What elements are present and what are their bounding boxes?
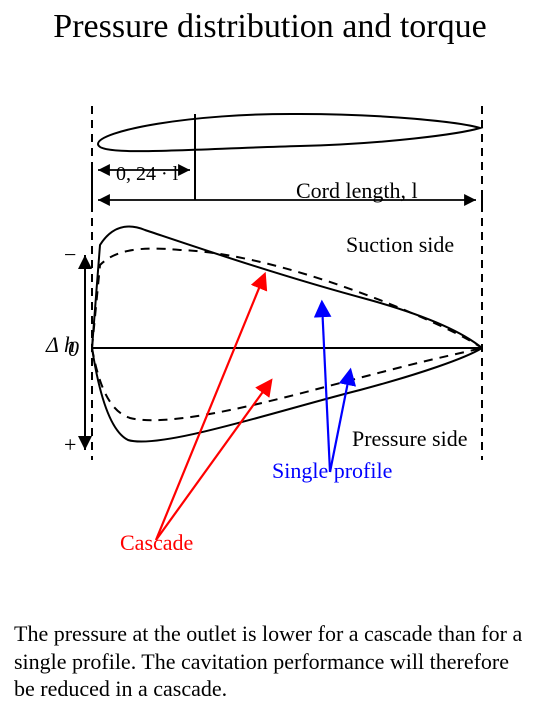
caption-text: The pressure at the outlet is lower for … [14,620,526,703]
page: Pressure distribution and torque [0,0,540,720]
airfoil-outline [98,114,480,151]
red-arrow-2 [156,382,270,540]
y-zero-origin: 0 [68,336,79,362]
label-pressure-side: Pressure side [352,426,467,452]
page-title: Pressure distribution and torque [0,8,540,45]
diagram-svg [20,100,520,580]
y-minus: − [64,242,76,268]
single-upper-curve [92,249,482,348]
label-cascade: Cascade [120,530,193,556]
y-plus: + [64,432,76,458]
label-single-profile: Single profile [272,458,392,484]
blue-arrow-2 [330,372,350,472]
figure-container: 0, 24 · l Cord length, l Suction side Pr… [20,100,520,585]
label-suction-side: Suction side [346,232,454,258]
red-arrow-1 [156,276,264,540]
label-cord-length: Cord length, l [296,178,418,204]
label-0-24l: 0, 24 · l [116,163,178,186]
